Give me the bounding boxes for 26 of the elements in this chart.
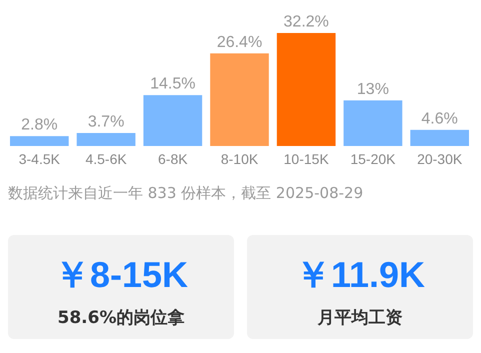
text: ￥11.9K bbox=[294, 253, 426, 297]
data-label: 14.5% bbox=[150, 76, 196, 93]
bar bbox=[410, 130, 469, 146]
text: ￥8-15K bbox=[52, 253, 190, 297]
data-label: 2.8% bbox=[21, 116, 58, 134]
x-tick-label: 10-15K bbox=[284, 151, 330, 167]
data-label: 4.6% bbox=[421, 110, 458, 128]
text: 数据统计来自近一年 833 份样本，截至 2025-08-29 bbox=[8, 184, 364, 203]
bar bbox=[276, 33, 336, 146]
text: 月平均工资 bbox=[316, 307, 404, 329]
data-label: 13% bbox=[356, 80, 389, 98]
data-label: 3.7% bbox=[88, 114, 124, 131]
data-label: 32.2% bbox=[284, 14, 329, 30]
x-tick-label: 4.5-6K bbox=[85, 151, 128, 167]
x-tick-label: 15-20K bbox=[350, 151, 396, 167]
bar bbox=[210, 53, 269, 146]
bar bbox=[344, 100, 402, 146]
x-tick-label: 20-30K bbox=[417, 151, 463, 167]
x-tick-label: 8-10K bbox=[220, 151, 259, 167]
data-label: 26.4% bbox=[216, 34, 262, 51]
bar bbox=[143, 95, 202, 146]
text: 58.6%的岗位拿 bbox=[56, 307, 186, 329]
x-tick-label: 6-8K bbox=[158, 151, 188, 167]
bar bbox=[10, 136, 69, 146]
bar bbox=[76, 133, 136, 146]
x-tick-label: 3-4.5K bbox=[18, 151, 61, 167]
